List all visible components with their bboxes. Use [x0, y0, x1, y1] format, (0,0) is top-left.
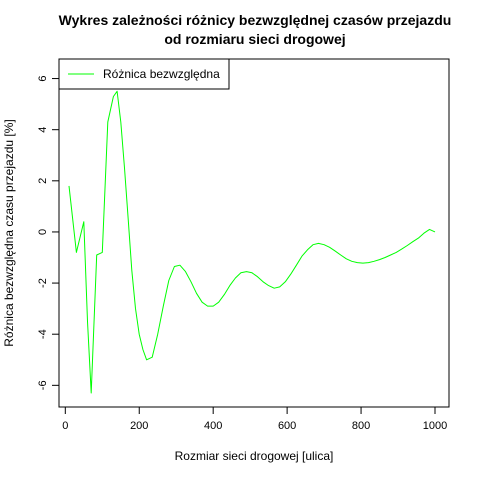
- y-tick-label: 4: [37, 127, 49, 133]
- x-axis-label: Rozmiar sieci drogowej [ulica]: [175, 449, 334, 463]
- y-axis-label: Różnica bezwzględna czasu przejazdu [%]: [2, 119, 16, 346]
- chart-title-line-1: Wykres zależności różnicy bezwzględnej c…: [59, 12, 452, 28]
- y-axis: -6 -4 -2 0 2 4 6: [37, 75, 59, 390]
- y-tick-label: 2: [37, 178, 49, 184]
- series-line-0: [69, 91, 435, 393]
- y-tick-label: -4: [37, 329, 49, 339]
- legend: Różnica bezwzględna: [59, 59, 229, 89]
- x-tick-label: 800: [352, 420, 370, 432]
- x-tick-label: 0: [62, 420, 68, 432]
- x-tick-label: 200: [130, 420, 148, 432]
- series-layer: [69, 91, 435, 393]
- plot-frame: [59, 59, 449, 407]
- x-tick-label: 1000: [423, 420, 447, 432]
- y-tick-label: 6: [37, 75, 49, 81]
- legend-label: Różnica bezwzględna: [103, 67, 220, 81]
- chart-title-line-2: od rozmiaru sieci drogowej: [164, 31, 345, 47]
- y-tick-label: 0: [37, 229, 49, 235]
- y-tick-label: -2: [37, 278, 49, 288]
- x-tick-label: 600: [278, 420, 296, 432]
- x-tick-label: 400: [204, 420, 222, 432]
- y-tick-label: -6: [37, 380, 49, 390]
- x-axis: 0 200 400 600 800 1000: [62, 407, 447, 432]
